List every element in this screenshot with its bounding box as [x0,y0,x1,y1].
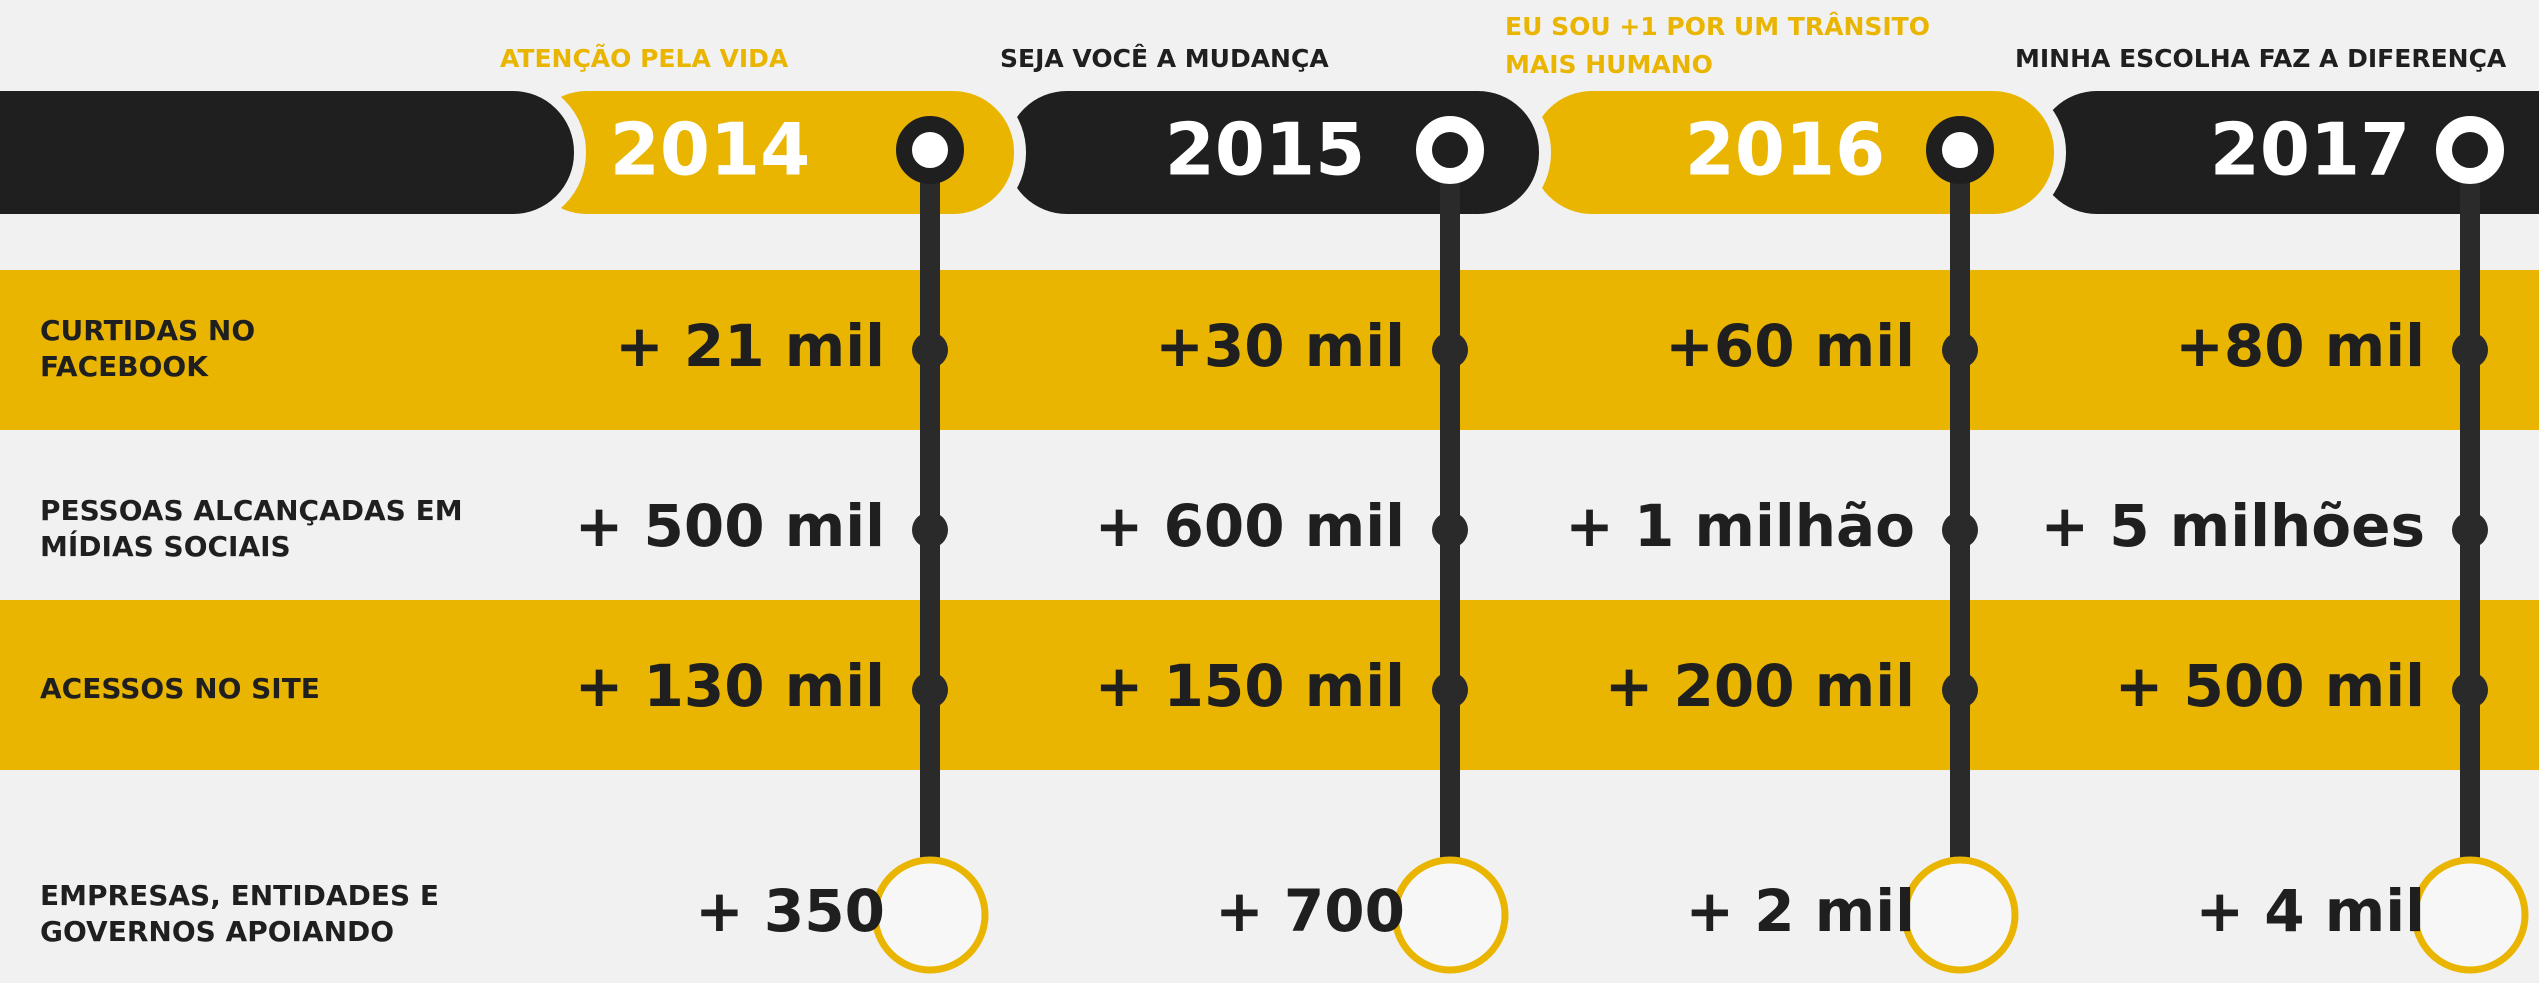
slogan: EU SOU +1 POR UM TRÂNSITO [1505,12,1930,41]
value: + 4 mil [2195,877,2425,945]
end-ring [1901,856,2019,974]
value: + 150 mil [1095,652,1405,720]
left-pill [0,79,586,226]
year: 2016 [1685,108,1885,192]
ring [1926,116,1994,184]
row-label: FACEBOOK [40,350,209,383]
value: + 1 milhão [1565,492,1915,560]
dot [1942,672,1978,708]
value: +80 mil [2175,312,2425,380]
row-label: CURTIDAS NO [40,314,255,347]
end-ring [1391,856,1509,974]
dot [2452,512,2488,548]
ring [2436,116,2504,184]
dot [1432,332,1468,368]
end-ring [2411,856,2529,974]
year: 2014 [610,108,810,192]
dot [2452,332,2488,368]
value: + 500 mil [575,492,885,560]
dot [1942,332,1978,368]
row-label: GOVERNOS APOIANDO [40,915,394,948]
slogan: ATENÇÃO PELA VIDA [500,44,789,73]
value: + 700 [1215,877,1405,945]
row-label: EMPRESAS, ENTIDADES E [40,879,439,912]
dot [1942,512,1978,548]
dot [912,332,948,368]
slogan: SEJA VOCÊ A MUDANÇA [1000,44,1329,73]
row-band [0,600,2539,770]
ring [896,116,964,184]
end-ring [871,856,989,974]
value: + 5 milhões [2040,492,2425,560]
dot [912,672,948,708]
value: + 2 mil [1685,877,1915,945]
value: + 500 mil [2115,652,2425,720]
dot [2452,672,2488,708]
value: +30 mil [1155,312,1405,380]
year: 2015 [1165,108,1365,192]
value: + 600 mil [1095,492,1405,560]
ring [1416,116,1484,184]
value: + 21 mil [615,312,885,380]
value: + 200 mil [1605,652,1915,720]
slogan: MINHA ESCOLHA FAZ A DIFERENÇA [2015,44,2507,73]
dot [1432,672,1468,708]
year: 2017 [2210,108,2410,192]
dot [1432,512,1468,548]
row-label: PESSOAS ALCANÇADAS EM [40,494,463,527]
value: + 350 [695,877,885,945]
slogan: MAIS HUMANO [1505,50,1713,79]
value: +60 mil [1665,312,1915,380]
row-label: ACESSOS NO SITE [40,672,320,705]
row-label: MÍDIAS SOCIAIS [40,529,291,563]
row-band [0,270,2539,430]
dot [912,512,948,548]
value: + 130 mil [575,652,885,720]
